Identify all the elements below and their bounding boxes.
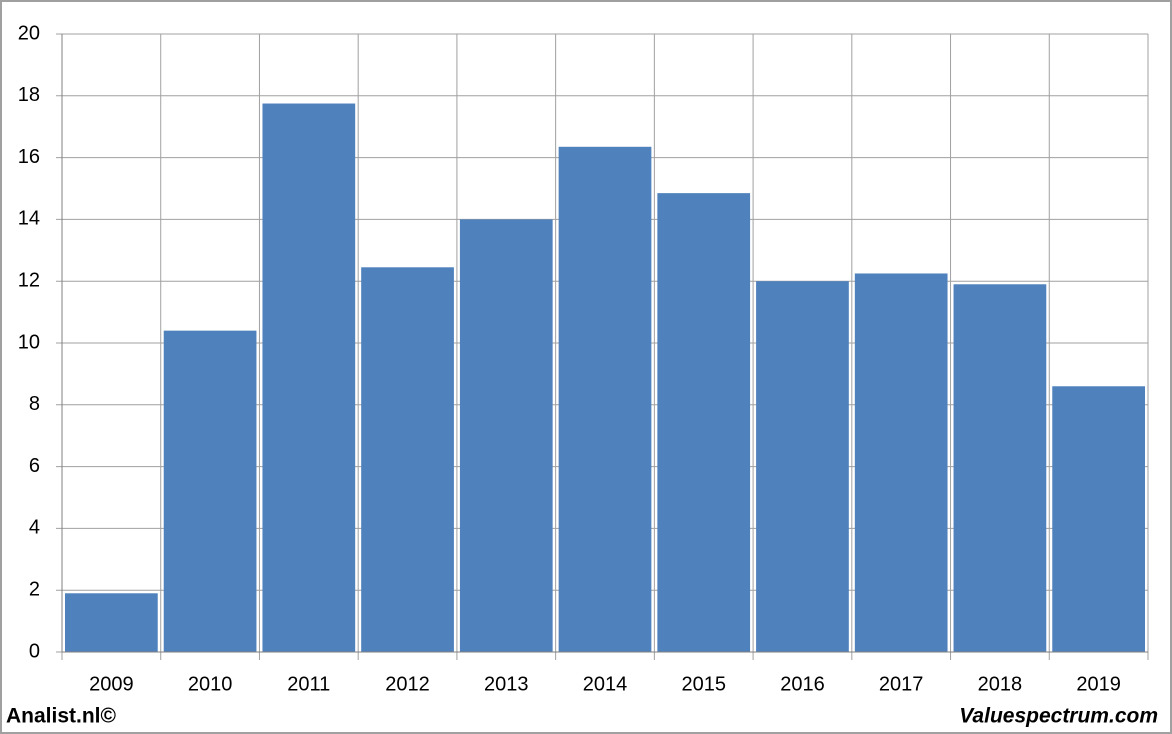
bar <box>163 330 257 652</box>
bar <box>361 267 454 652</box>
x-tick-label: 2009 <box>89 673 134 695</box>
bar <box>459 219 553 652</box>
bar <box>756 281 849 652</box>
bar <box>262 103 356 652</box>
x-tick-label: 2010 <box>188 673 233 695</box>
y-tick-label: 0 <box>29 640 40 662</box>
y-tick-label: 10 <box>18 331 40 353</box>
x-tick-label: 2012 <box>385 673 430 695</box>
x-tick-label: 2018 <box>978 673 1023 695</box>
bar <box>657 193 751 652</box>
y-tick-label: 6 <box>29 455 40 477</box>
y-tick-label: 20 <box>18 22 40 44</box>
x-tick-label: 2017 <box>879 673 924 695</box>
credit: Valuespectrum.com <box>959 705 1158 728</box>
x-tick-label: 2011 <box>287 673 330 695</box>
bar <box>1052 386 1145 652</box>
x-tick-label: 2013 <box>484 673 529 695</box>
y-tick-label: 2 <box>29 578 40 600</box>
bar <box>953 284 1047 652</box>
y-tick-label: 16 <box>18 146 40 168</box>
y-tick-label: 14 <box>18 208 40 230</box>
x-tick-label: 2019 <box>1076 673 1121 695</box>
y-tick-label: 4 <box>29 517 40 539</box>
bar <box>854 273 948 652</box>
bar <box>558 146 652 652</box>
x-tick-label: 2015 <box>681 673 726 695</box>
y-tick-label: 8 <box>29 393 40 415</box>
x-tick-label: 2016 <box>780 673 825 695</box>
x-tick-label: 2014 <box>583 673 628 695</box>
source: Analist.nl© <box>6 705 117 728</box>
bar <box>65 593 158 652</box>
y-tick-label: 18 <box>18 84 40 106</box>
y-tick-label: 12 <box>18 269 40 291</box>
